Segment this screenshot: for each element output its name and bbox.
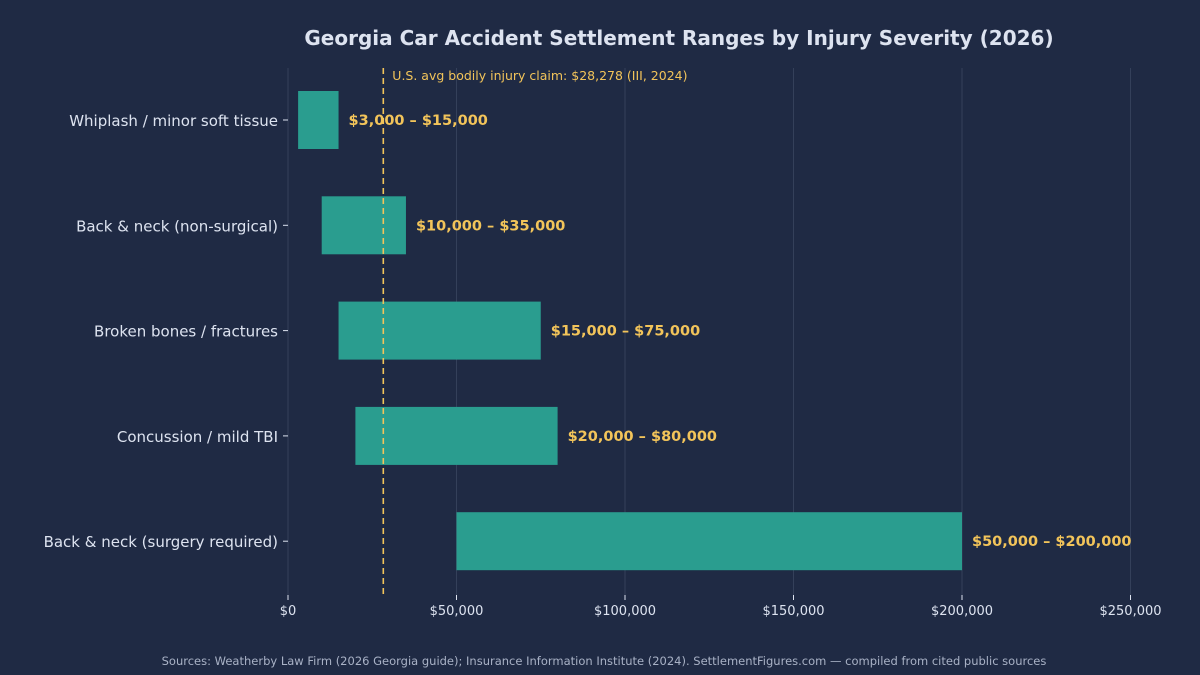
- range-bar: [338, 301, 541, 360]
- bar-value-label: $3,000 – $15,000: [349, 113, 488, 129]
- range-bar: [355, 406, 558, 465]
- x-tick-label: $200,000: [931, 604, 993, 619]
- bar-value-label: $10,000 – $35,000: [416, 218, 565, 234]
- x-tick-label: $250,000: [1099, 604, 1161, 619]
- bar-value-label: $50,000 – $200,000: [972, 534, 1132, 550]
- range-bar: [321, 196, 406, 255]
- range-bar: [456, 512, 962, 571]
- x-tick-label: $100,000: [594, 604, 656, 619]
- chart-title: Georgia Car Accident Settlement Ranges b…: [304, 26, 1053, 50]
- reference-line-label: U.S. avg bodily injury claim: $28,278 (I…: [392, 68, 687, 83]
- x-tick-label: $150,000: [762, 604, 824, 619]
- category-label: Back & neck (non-surgical): [76, 217, 278, 235]
- category-label: Concussion / mild TBI: [117, 428, 278, 446]
- category-label: Broken bones / fractures: [94, 323, 278, 341]
- x-tick-label: $50,000: [430, 604, 484, 619]
- category-label: Whiplash / minor soft tissue: [69, 112, 278, 130]
- category-label: Back & neck (surgery required): [44, 533, 278, 551]
- source-note: Sources: Weatherby Law Firm (2026 Georgi…: [162, 654, 1047, 668]
- bars: [298, 91, 962, 571]
- bar-value-label: $15,000 – $75,000: [551, 324, 700, 340]
- x-tick-label: $0: [280, 604, 297, 619]
- bar-value-label: $20,000 – $80,000: [568, 429, 717, 445]
- range-bar: [298, 91, 339, 149]
- reference-line-group: U.S. avg bodily injury claim: $28,278 (I…: [382, 68, 687, 595]
- labels: $0 $50,000 $100,000 $150,000 $200,000 $250,00…: [44, 112, 1162, 619]
